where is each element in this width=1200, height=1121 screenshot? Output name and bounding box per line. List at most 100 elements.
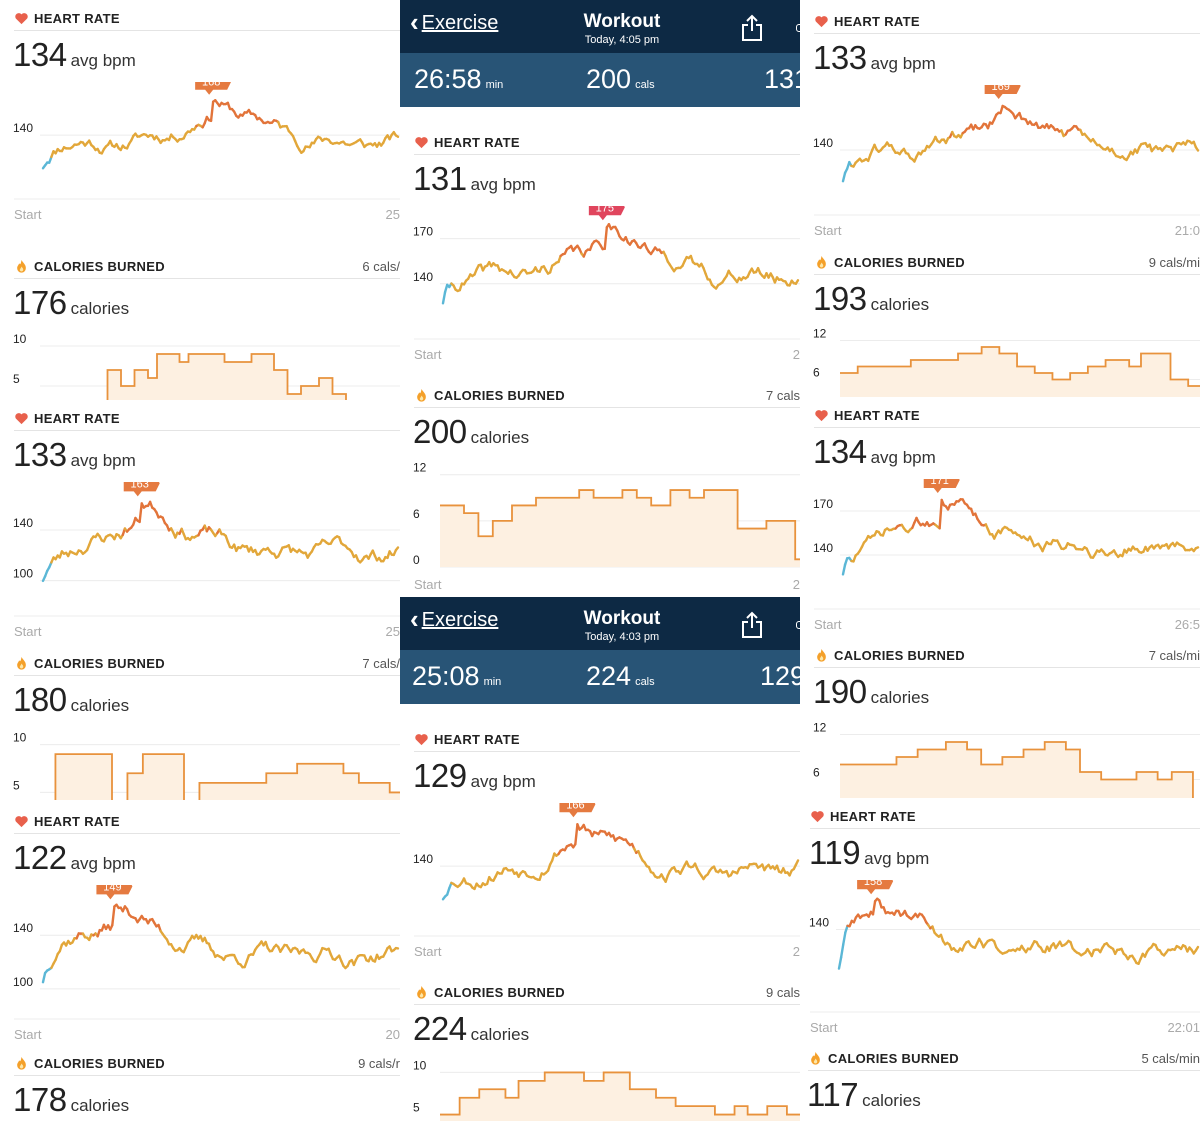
heart-rate-segment — [394, 546, 400, 552]
y-tick-label: 0 — [413, 553, 420, 567]
section-label: CALORIES BURNED — [834, 255, 965, 270]
screenshot-column-1: HEART RATE 134 avg bpm 140 168 Start 25 CALORIE… — [0, 0, 400, 1121]
x-start-label: Start — [414, 577, 442, 592]
peak-badge — [123, 482, 160, 497]
flame-icon — [17, 1056, 26, 1070]
peak-label: 166 — [566, 803, 584, 811]
section-divider — [814, 427, 1200, 428]
avg-heart-rate: 134 avg bpm — [13, 36, 136, 74]
calories-section: CALORIES BURNED 7 cals/180 calories 10 5 — [0, 645, 400, 800]
heart-rate-segment — [1194, 146, 1200, 152]
x-start-label: Start — [14, 207, 42, 222]
heart-rate-chart: 140 100 163 Start 25 — [13, 482, 400, 639]
y-tick-label: 6 — [413, 507, 420, 521]
heart-icon — [15, 13, 28, 25]
more-icon[interactable] — [796, 621, 800, 629]
section-divider — [814, 33, 1200, 34]
heart-icon — [15, 816, 28, 828]
y-tick-label: 140 — [809, 916, 829, 930]
total-calories: 200 calories — [413, 413, 529, 451]
summary-unit: avg bpm — [70, 51, 136, 70]
calories-section: CALORIES BURNED 7 cals/mi 190 calories 12 6 — [800, 637, 1200, 800]
back-button[interactable]: ‹ Exercise — [410, 9, 498, 35]
summary-value: 129 — [413, 757, 467, 794]
heart-rate-section: HEART RATE 133 avg bpm 140 169 Start 21:0 — [800, 3, 1200, 243]
flame-icon — [417, 985, 426, 999]
heart-rate-chart: 170 140 175 Start 2 — [413, 206, 800, 362]
peak-marker: 169 — [984, 85, 1021, 99]
section-header: HEART RATE — [810, 808, 1200, 828]
y-tick-label: 170 — [813, 497, 833, 511]
summary-unit: avg bpm — [864, 849, 930, 868]
heart-rate-segment — [1194, 945, 1200, 952]
heart-rate-section: HEART RATE 133 avg bpm 140 100 163 Start 25 — [0, 400, 400, 644]
x-start-label: Start — [814, 223, 842, 238]
heart-rate-segment — [209, 100, 215, 123]
calories-section: CALORIES BURNED 9 cals/mi 193 calories 12 6 — [800, 244, 1200, 397]
heart-rate-segment — [603, 226, 609, 251]
calories-rate: 7 cals — [766, 388, 800, 403]
heart-rate-segment — [837, 956, 843, 970]
total-calories: 176 calories — [13, 284, 129, 322]
heart-rate-segment — [441, 290, 447, 305]
y-tick-label: 12 — [413, 461, 427, 475]
avg-heart-rate: 131 avg bpm — [413, 160, 536, 198]
back-label: Exercise — [421, 609, 499, 631]
y-tick-label: 5 — [13, 372, 20, 386]
peak-label: 175 — [596, 206, 614, 214]
calories-step-line — [440, 1071, 800, 1116]
heart-rate-section: HEART RATE 119 avg bpm 140 158 Start 22:01 — [800, 798, 1200, 1040]
stat-value: 25:08 — [412, 661, 480, 691]
peak-label: 171 — [931, 479, 949, 487]
heart-icon — [815, 410, 828, 422]
section-divider — [414, 751, 800, 752]
share-icon[interactable] — [740, 14, 764, 42]
calories-area — [107, 354, 346, 400]
stat-value: 129 — [760, 661, 800, 691]
workout-stat: 129 — [760, 661, 800, 692]
summary-unit: avg bpm — [870, 448, 936, 467]
back-button[interactable]: ‹ Exercise — [410, 604, 499, 634]
section-header: CALORIES BURNED 7 cals/ — [14, 655, 400, 675]
y-tick-label: 140 — [13, 516, 33, 530]
calories-step-line — [440, 489, 800, 561]
summary-value: 122 — [13, 839, 67, 876]
heart-rate-chart: 140 168 Start 25 — [13, 82, 400, 222]
section-label: HEART RATE — [34, 11, 120, 26]
summary-value: 178 — [13, 1081, 67, 1118]
peak-badge — [857, 880, 894, 895]
section-header: CALORIES BURNED 9 cals — [414, 984, 800, 1004]
calories-section: CALORIES BURNED 9 cals/r 178 calories — [0, 1045, 400, 1121]
peak-badge — [588, 206, 625, 221]
calories-section: CALORIES BURNED 6 cals/176 calories 10 5 — [0, 248, 400, 400]
section-label: HEART RATE — [434, 732, 520, 747]
heart-rate-segment — [871, 900, 877, 916]
y-tick-label: 140 — [413, 852, 433, 866]
stat-value: 26:58 — [414, 64, 482, 94]
heart-icon — [15, 413, 28, 425]
share-icon[interactable] — [740, 611, 764, 639]
workout-title-group: Workout Today, 4:03 pm — [570, 608, 674, 643]
y-tick-label: 5 — [13, 778, 20, 792]
peak-label: 163 — [131, 482, 149, 490]
heart-rate-section: HEART RATE 134 avg bpm 140 168 Start 25 — [0, 0, 400, 227]
summary-unit: calories — [70, 696, 130, 715]
summary-unit: calories — [70, 1096, 130, 1115]
chevron-left-icon: ‹ — [410, 604, 419, 634]
section-divider — [814, 274, 1200, 275]
section-label: HEART RATE — [834, 14, 920, 29]
section-header: HEART RATE — [14, 813, 400, 833]
section-header: HEART RATE — [14, 10, 400, 30]
calories-rate: 9 cals/r — [358, 1056, 400, 1071]
heart-rate-segment — [839, 943, 845, 959]
section-divider — [14, 1075, 400, 1076]
y-tick-label: 10 — [13, 332, 27, 346]
workout-stat: 200 cals — [586, 64, 655, 95]
section-label: HEART RATE — [434, 135, 520, 150]
section-header: HEART RATE — [414, 134, 800, 154]
summary-value: 200 — [413, 413, 467, 450]
x-start-label: Start — [14, 624, 42, 639]
more-icon[interactable] — [796, 24, 800, 32]
stat-unit: cals — [635, 676, 655, 688]
